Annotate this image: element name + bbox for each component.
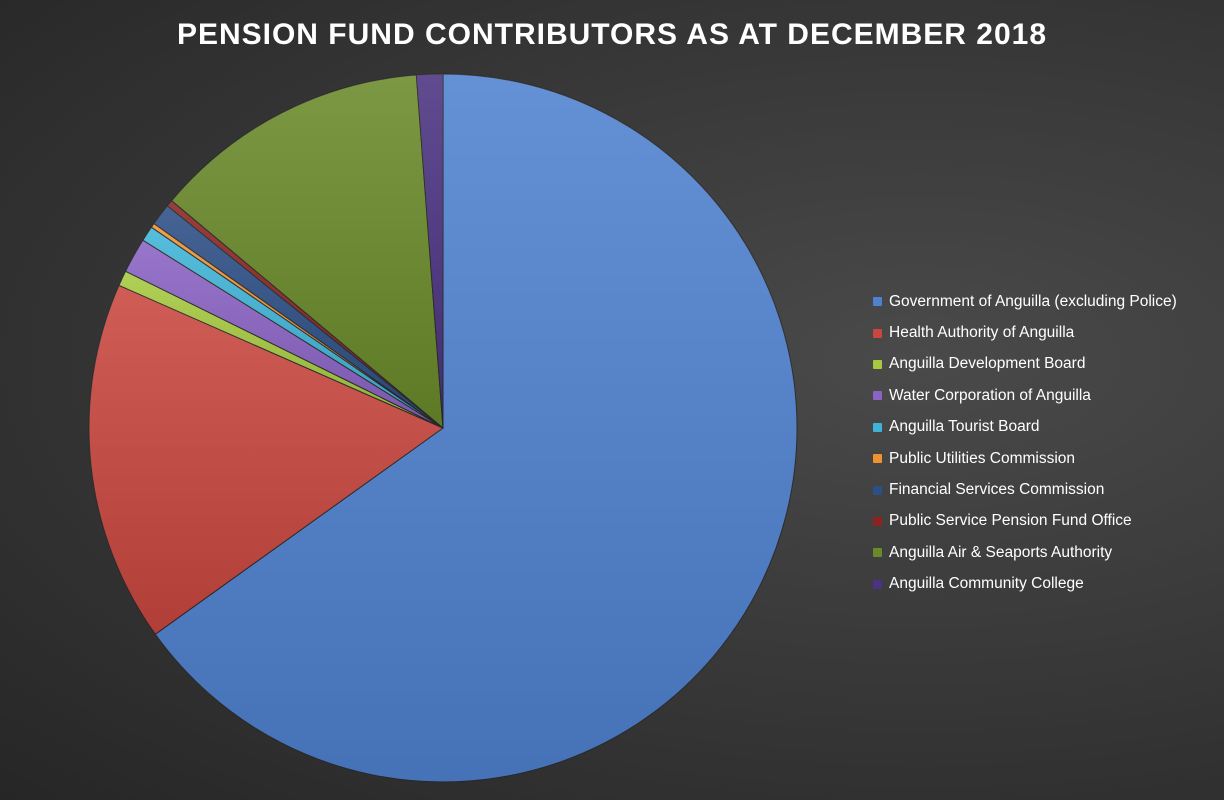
pie-slice-shade-8: [171, 75, 443, 429]
legend-item: Anguilla Air & Seaports Authority: [873, 537, 1177, 568]
pie-slice-shade-0: [155, 74, 798, 782]
chart-legend: Government of Anguilla (excluding Police…: [873, 286, 1177, 600]
pie-slice-shade-2: [119, 271, 443, 428]
legend-swatch: [873, 297, 882, 307]
legend-swatch: [873, 548, 882, 558]
legend-swatch: [873, 391, 882, 401]
pie-slice-shade-3: [125, 240, 443, 428]
legend-swatch: [873, 454, 882, 464]
legend-item: Water Corporation of Anguilla: [873, 380, 1177, 411]
legend-label: Anguilla Air & Seaports Authority: [889, 543, 1113, 561]
legend-swatch: [873, 579, 882, 589]
legend-item: Anguilla Development Board: [873, 349, 1177, 380]
pie-slice-shade-9: [416, 74, 443, 428]
legend-label: Financial Services Commission: [889, 481, 1105, 499]
legend-label: Public Utilities Commission: [889, 449, 1076, 467]
legend-item: Government of Anguilla (excluding Police…: [873, 286, 1177, 317]
legend-label: Anguilla Development Board: [889, 355, 1086, 373]
legend-label: Public Service Pension Fund Office: [889, 512, 1132, 530]
legend-label: Anguilla Community College: [889, 575, 1084, 593]
legend-swatch: [873, 516, 882, 526]
legend-swatch: [873, 359, 882, 369]
legend-item: Public Utilities Commission: [873, 443, 1177, 474]
legend-label: Health Authority of Anguilla: [889, 324, 1075, 342]
legend-label: Government of Anguilla (excluding Police…: [889, 292, 1177, 310]
legend-label: Anguilla Tourist Board: [889, 418, 1040, 436]
legend-label: Water Corporation of Anguilla: [889, 386, 1091, 404]
pie-slice-shade-4: [142, 227, 444, 428]
legend-item: Anguilla Community College: [873, 569, 1177, 600]
legend-swatch: [873, 422, 882, 432]
pie-slice-shade-7: [167, 200, 443, 428]
legend-item: Anguilla Tourist Board: [873, 412, 1177, 443]
legend-item: Financial Services Commission: [873, 474, 1177, 505]
legend-swatch: [873, 328, 882, 338]
legend-item: Public Service Pension Fund Office: [873, 506, 1177, 537]
legend-swatch: [873, 485, 882, 495]
legend-item: Health Authority of Anguilla: [873, 317, 1177, 348]
chart-title: PENSION FUND CONTRIBUTORS AS AT DECEMBER…: [176, 18, 1048, 51]
pie-slice-shade-6: [154, 205, 443, 428]
pie-slice-shade-1: [89, 285, 443, 635]
